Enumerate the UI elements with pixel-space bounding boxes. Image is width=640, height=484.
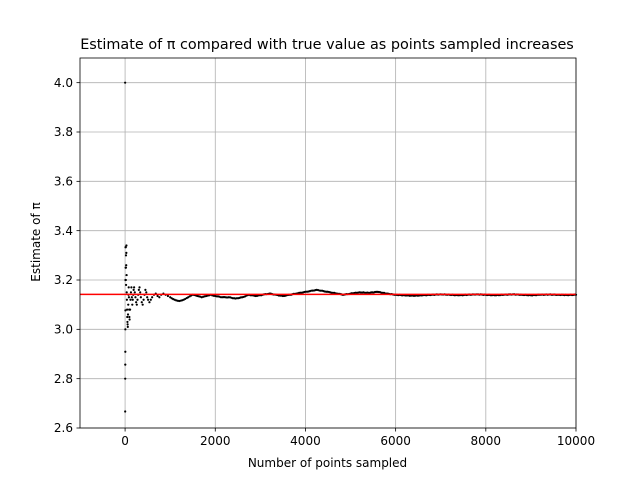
data-point [141, 303, 144, 306]
tick-marks: 0 2000 4000 6000 8000 10000 2.6 2.8 3.0 3.2 3.4 3.6… [54, 76, 595, 448]
data-point [124, 283, 128, 287]
data-point [128, 318, 131, 321]
data-point [145, 291, 148, 294]
data-point [127, 296, 131, 299]
data-point [139, 296, 142, 299]
data-point [149, 298, 152, 301]
data-point [142, 298, 145, 301]
data-point [137, 288, 140, 291]
x-tick-label: 6000 [380, 434, 411, 448]
data-point [130, 286, 133, 289]
data-point [130, 296, 133, 299]
y-tick-label: 2.6 [54, 421, 73, 435]
data-point [148, 301, 151, 304]
data-point [125, 308, 129, 311]
data-point [124, 254, 128, 257]
data-point [125, 244, 128, 247]
data-point [136, 298, 139, 301]
y-tick-label: 3.0 [54, 323, 73, 337]
data-point [124, 410, 127, 413]
data-point [146, 298, 150, 301]
data-point [135, 303, 138, 306]
y-tick-label: 3.8 [54, 125, 73, 139]
data-point [125, 251, 128, 254]
data-point [131, 303, 134, 306]
data-point [124, 377, 127, 380]
data-point [131, 298, 134, 301]
data-point [126, 320, 129, 324]
data-point [125, 298, 128, 301]
y-tick-label: 2.8 [54, 372, 73, 386]
data-point [124, 81, 127, 84]
data-point [146, 296, 149, 299]
data-point [124, 266, 128, 269]
data-point [124, 328, 127, 331]
data-point [135, 301, 138, 304]
data-point [124, 278, 127, 282]
data-point [124, 350, 127, 353]
data-point [127, 286, 130, 289]
data-point [166, 294, 170, 298]
y-axis-label: Estimate of π [29, 202, 43, 281]
data-point [127, 303, 130, 306]
chart-title: Estimate of π compared with true value a… [80, 37, 574, 53]
data-point [158, 296, 161, 299]
x-axis-label: Number of points sampled [248, 456, 407, 470]
axes [79, 57, 577, 429]
y-tick-label: 3.2 [54, 273, 73, 287]
data-point [125, 264, 128, 267]
data-point [126, 323, 129, 326]
y-tick-label: 3.6 [54, 175, 73, 189]
y-tick-label: 4.0 [54, 76, 73, 90]
data-point [144, 288, 147, 291]
data-point [128, 315, 131, 319]
data-point [128, 308, 132, 311]
data-point [133, 291, 136, 294]
data-point [134, 296, 137, 299]
data-point [126, 325, 129, 328]
data-point [133, 286, 136, 289]
data-point [126, 315, 129, 319]
data-point [138, 286, 141, 289]
data-point [139, 291, 142, 294]
plot-frame [79, 57, 577, 429]
data-point [126, 313, 130, 316]
data-point [124, 363, 127, 366]
x-tick-label: 2000 [200, 434, 231, 448]
data-point [151, 296, 154, 299]
data-point [156, 294, 159, 298]
x-tick-label: 10000 [557, 434, 595, 448]
x-tick-label: 8000 [471, 434, 502, 448]
data-point [124, 246, 127, 249]
y-tick-label: 3.4 [54, 224, 73, 238]
data-point [132, 288, 135, 291]
data-point [124, 309, 127, 312]
data-point [125, 273, 128, 277]
data-point [129, 291, 133, 294]
data-point [129, 298, 132, 301]
x-tick-label: 4000 [290, 434, 321, 448]
data-point [125, 291, 128, 294]
x-tick-label: 0 [121, 434, 129, 448]
data-point [140, 301, 143, 304]
